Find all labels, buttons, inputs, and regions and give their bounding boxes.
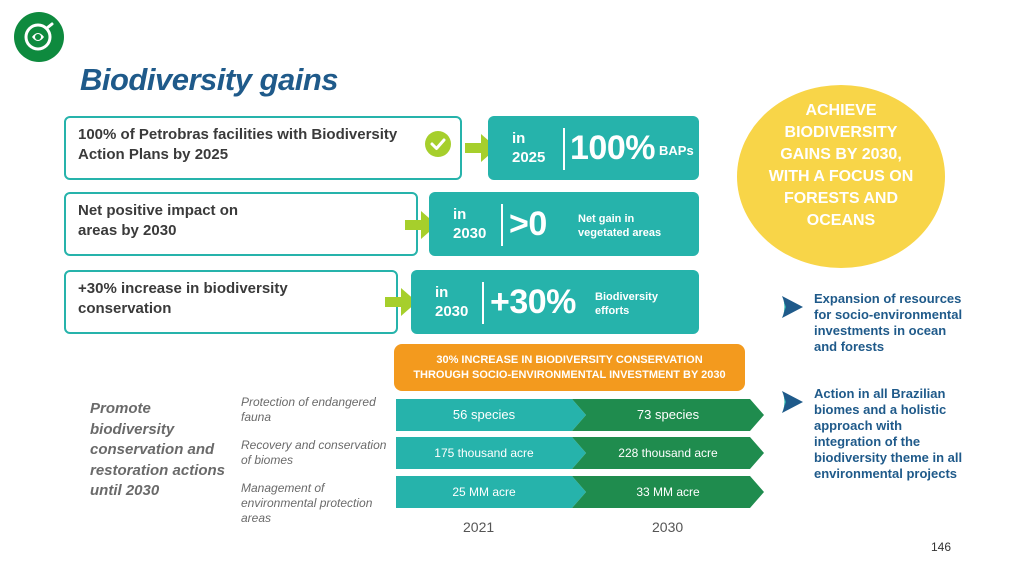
divider — [563, 128, 565, 170]
goal-text: 100% of Petrobras facilities with Biodiv… — [78, 126, 398, 163]
bullet-text-2: Action in all Brazilian biomes and a hol… — [814, 386, 963, 481]
goal-metric-3: in 2030 +30% Biodiversity efforts — [411, 270, 699, 334]
bullet-arrow-icon — [779, 389, 805, 420]
goal-year: 2025 — [512, 149, 546, 166]
page-number: 146 — [931, 540, 952, 554]
petrobras-logo-icon — [14, 12, 64, 62]
investment-banner: 30% INCREASE IN BIODIVERSITY CONSERVATIO… — [394, 344, 745, 391]
row-label-protection-areas: Management of environmental protection a… — [241, 481, 373, 525]
goal-desc: BAPs — [659, 143, 694, 158]
row-2030-fauna: 73 species — [572, 399, 764, 431]
row-2021-protection-areas: 25 MM acre — [396, 476, 586, 508]
goal-text: Net positive impact on areas by 2030 — [78, 202, 239, 239]
bullet-arrow-icon — [779, 294, 805, 325]
goal-year: 2030 — [435, 303, 469, 320]
banner-text: 30% INCREASE IN BIODIVERSITY CONSERVATIO… — [413, 354, 726, 381]
goal-value: 100% — [570, 129, 655, 167]
value-2021: 175 thousand acre — [434, 446, 534, 460]
goal-box-1: 100% of Petrobras facilities with Biodiv… — [64, 116, 462, 180]
check-icon — [424, 130, 452, 163]
goal-metric-1: in 2025 100% BAPs — [488, 116, 699, 180]
arrow-right-icon — [385, 286, 419, 323]
divider — [482, 282, 484, 324]
in-label: in — [435, 284, 449, 301]
bullet-text-1: Expansion of resources for socio-environ… — [814, 291, 963, 354]
promote-heading: Promote biodiversity conservation and re… — [90, 400, 226, 499]
goal-box-3: +30% increase in biodiversity conservati… — [64, 270, 398, 334]
value-2030: 73 species — [636, 407, 700, 422]
goal-year: 2030 — [453, 225, 487, 242]
goal-box-2: Net positive impact on areas by 2030 — [64, 192, 418, 256]
goal-value: +30% — [490, 283, 576, 321]
in-label: in — [453, 206, 467, 223]
value-2021: 56 species — [452, 407, 516, 422]
page-title: Biodiversity gains — [80, 62, 339, 97]
goal-value: >0 — [509, 205, 547, 243]
value-2021: 25 MM acre — [452, 485, 516, 499]
goal-text: +30% increase in biodiversity conservati… — [78, 280, 288, 317]
row-label-biomes: Recovery and conservation of biomes — [241, 438, 387, 467]
goal-desc: Biodiversity efforts — [595, 291, 658, 317]
row-2030-protection-areas: 33 MM acre — [572, 476, 764, 508]
goal-desc: Net gain in vegetated areas — [578, 213, 662, 239]
row-2021-biomes: 175 thousand acre — [396, 437, 586, 469]
row-2030-biomes: 228 thousand acre — [572, 437, 764, 469]
value-2030: 228 thousand acre — [618, 446, 718, 460]
goal-circle: ACHIEVE BIODIVERSITY GAINS BY 2030, WITH… — [737, 85, 945, 268]
in-label: in — [512, 130, 526, 147]
row-label-fauna: Protection of endangered fauna — [241, 395, 376, 424]
row-2021-fauna: 56 species — [396, 399, 586, 431]
circle-text: ACHIEVE BIODIVERSITY GAINS BY 2030, WITH… — [768, 102, 914, 229]
value-2030: 33 MM acre — [636, 485, 700, 499]
year-label-2021: 2021 — [463, 519, 495, 535]
goal-metric-2: in 2030 >0 Net gain in vegetated areas — [429, 192, 699, 256]
year-label-2030: 2030 — [652, 519, 684, 535]
divider — [501, 204, 503, 246]
